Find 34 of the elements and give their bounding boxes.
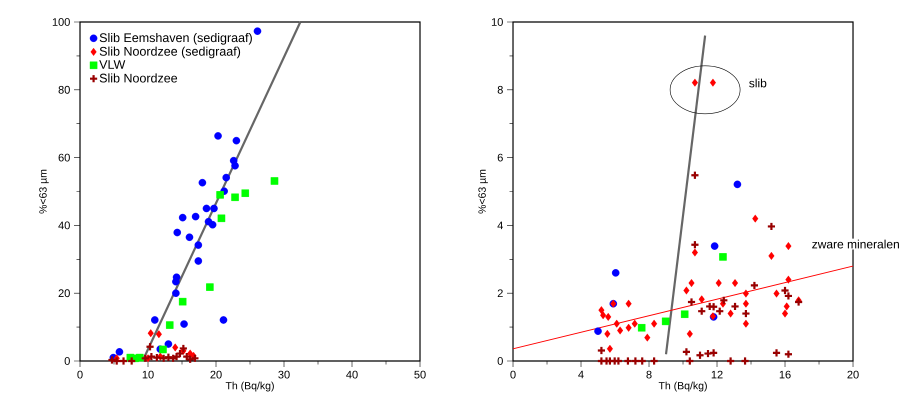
y-tick-label: 100 [52,18,70,26]
x-tick-label: 30 [278,370,290,378]
legend-label: Slib Noordzee (sedigraaf) [100,46,240,58]
legend-label: Slib Noordzee [100,73,178,83]
y-tick-label: 10 [492,18,503,26]
x-axis-title: Th (Bq/kg) [226,382,274,392]
x-tick-label: 20 [210,370,222,378]
y-tick-label: 40 [58,221,70,230]
y-tick-label: 4 [497,222,503,230]
legend-label: Slib Eemshaven (sedigraaf) [100,32,252,45]
x-tick-label: 12 [712,370,723,378]
x-tick-label: 8 [646,370,652,378]
annotation: slib [749,78,766,88]
x-tick-label: 20 [847,370,859,378]
y-axis-title: %<63 µm [39,170,49,214]
annotation: zware mineralen [812,240,899,248]
x-tick-label: 0 [77,370,83,378]
y-tick-label: 80 [58,86,70,94]
x-tick-label: 16 [780,370,791,378]
x-axis-title: Th (Bq/kg) [658,382,707,392]
y-axis-title: %<63 µm [478,170,488,214]
x-tick-label: 40 [346,370,358,378]
x-tick-label: 4 [578,370,584,378]
y-tick-label: 8 [498,86,503,94]
y-tick-label: 2 [498,289,503,298]
y-tick-label: 0 [64,357,70,365]
y-tick-label: 0 [498,357,503,365]
y-tick-label: 20 [58,289,70,298]
x-tick-label: 0 [510,370,516,378]
legend-label: VLW [99,60,126,69]
y-tick-label: 6 [498,154,503,162]
x-tick-label: 10 [142,370,154,378]
x-tick-label: 50 [414,370,426,378]
y-tick-label: 60 [58,154,70,162]
